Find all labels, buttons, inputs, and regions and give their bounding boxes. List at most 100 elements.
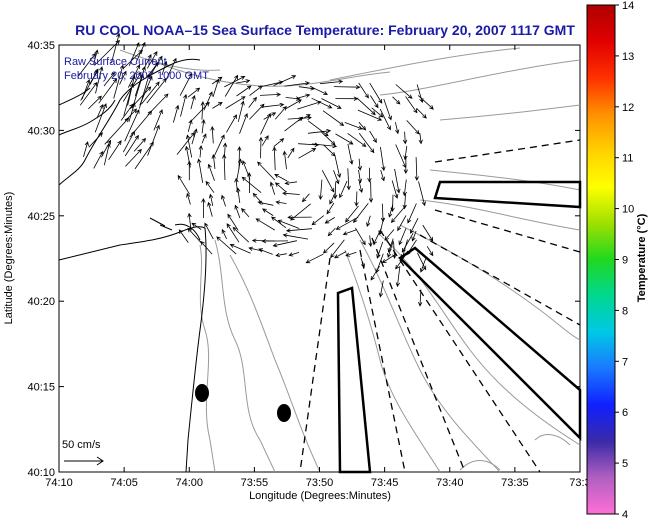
current-vector (388, 204, 394, 218)
current-vector (272, 146, 277, 171)
current-vector (111, 32, 121, 64)
current-vector (232, 226, 250, 243)
current-vector (212, 78, 220, 98)
current-vector (98, 78, 118, 104)
current-vector (391, 180, 399, 199)
current-vector (134, 141, 154, 170)
current-vector (216, 236, 237, 255)
current-vector (259, 92, 282, 97)
current-vector (274, 182, 287, 193)
colorbar-label: Temperature (°C) (636, 213, 648, 302)
x-tick-label: 73:50 (306, 477, 334, 489)
current-vector (353, 202, 369, 224)
current-vector (257, 161, 276, 181)
current-vector (311, 215, 325, 226)
current-vector (129, 86, 152, 110)
current-vector (418, 181, 426, 207)
current-vector (405, 96, 418, 114)
current-vector (402, 179, 407, 197)
current-vector (402, 193, 407, 210)
current-vector (417, 252, 427, 271)
current-vector (311, 97, 333, 109)
current-vector (418, 133, 423, 145)
current-vector (333, 170, 340, 185)
current-vector (237, 100, 245, 122)
current-vector (119, 70, 127, 85)
current-vector (261, 135, 269, 146)
current-vector (226, 223, 240, 243)
current-vector (240, 208, 250, 218)
current-vector (179, 72, 193, 96)
current-vector (417, 95, 434, 110)
current-vector (360, 257, 366, 269)
colorbar-gradient (586, 4, 616, 515)
current-vector (205, 180, 215, 193)
current-vector (122, 71, 142, 102)
current-vector (366, 215, 371, 228)
current-vector (104, 117, 130, 145)
current-vector (309, 85, 328, 95)
current-vector (226, 114, 237, 133)
current-vector (200, 240, 213, 255)
current-vector (368, 181, 374, 203)
current-vector (354, 191, 359, 207)
current-vector (273, 138, 285, 148)
current-vector (403, 146, 408, 161)
current-vector (190, 94, 196, 110)
current-vector (387, 238, 394, 253)
current-vector (210, 125, 215, 144)
current-vector (103, 143, 111, 166)
current-vector (270, 216, 287, 229)
current-vector (207, 163, 215, 181)
current-vector (83, 141, 89, 158)
current-vector (358, 82, 369, 99)
current-vector (197, 158, 204, 183)
current-vector (161, 60, 168, 76)
current-vector (321, 98, 342, 109)
buoy-marker (277, 404, 291, 422)
current-vector (369, 130, 377, 143)
current-vector (418, 289, 423, 307)
current-vector (236, 85, 252, 97)
current-vector (401, 239, 408, 259)
current-vector (392, 96, 401, 105)
current-vector (221, 194, 226, 207)
current-vector (287, 147, 295, 159)
current-vector (187, 87, 201, 98)
current-vector (249, 85, 263, 96)
colorbar-tick-label: 7 (622, 356, 628, 368)
current-vector (128, 42, 140, 66)
dashed-lines (299, 139, 581, 473)
current-vector (381, 253, 397, 264)
current-vector (357, 158, 363, 171)
current-vector (307, 128, 332, 134)
current-vector (410, 218, 419, 234)
current-vector (124, 108, 138, 122)
current-vector (379, 108, 391, 131)
current-vector (186, 192, 191, 205)
x-axis-label: Longitude (Degrees:Minutes) (249, 490, 391, 502)
colorbar-tick-label: 6 (622, 407, 628, 419)
current-vector (227, 213, 239, 231)
current-vector (236, 79, 251, 84)
current-vector (355, 227, 366, 246)
current-vector (284, 180, 298, 186)
current-vector (395, 265, 401, 288)
current-vector (201, 198, 206, 218)
current-vector (403, 156, 408, 174)
colorbar-tick-label: 10 (622, 204, 634, 216)
current-vector (103, 72, 116, 87)
current-vector (133, 137, 147, 152)
current-vector (282, 233, 309, 240)
current-vector (296, 93, 311, 99)
current-vector (426, 246, 434, 257)
current-vector (402, 131, 408, 145)
colorbar-ticks: 14 13 12 11 10 9 8 7 6 5 4 (615, 0, 634, 519)
current-vector (108, 140, 122, 161)
current-vector (191, 128, 198, 145)
current-vector (344, 122, 363, 130)
current-vector (213, 134, 225, 158)
current-vector (269, 181, 276, 195)
current-vector (200, 101, 205, 120)
current-vector (334, 251, 347, 259)
